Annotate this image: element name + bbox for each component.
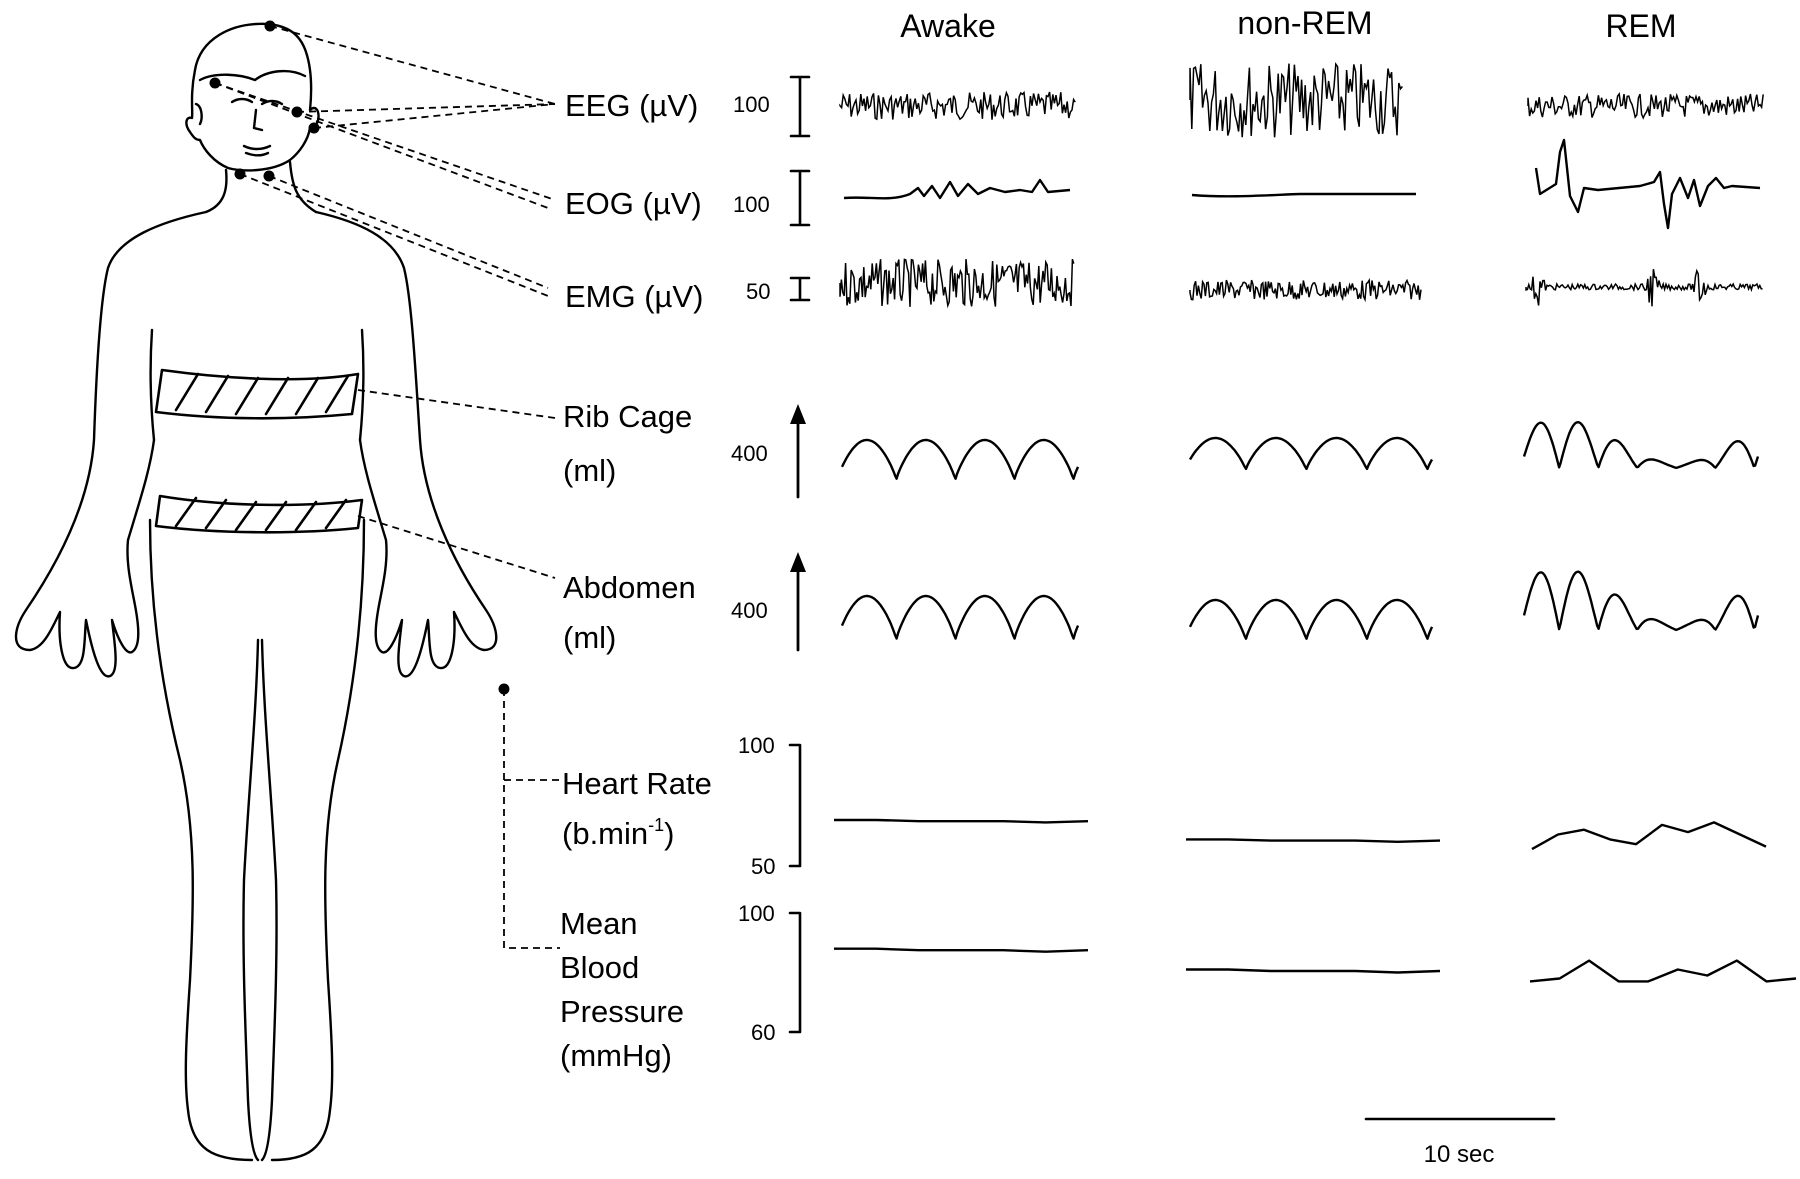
time-scale-bar: 10 sec: [1364, 1117, 1556, 1168]
label-emg: EMG (µV): [565, 279, 703, 314]
trace-emg-awake: [839, 258, 1075, 309]
axis-heart-rate: 100 50: [738, 733, 802, 879]
trace-ribcage-awake: [840, 438, 1080, 480]
scale-eog: 100: [733, 169, 811, 227]
trace-blood-pressure-rem: [1529, 959, 1797, 983]
label-heart-rate-unit: (b.min-1): [562, 815, 674, 851]
scale-abd-value: 400: [731, 598, 768, 623]
leader-lines: [214, 25, 562, 949]
trace-blood-pressure-non-rem: [1186, 968, 1441, 974]
scale-rib-value: 400: [731, 441, 768, 466]
trace-heart-rate-rem: [1531, 821, 1767, 851]
trace-abdomen-rem: [1522, 570, 1760, 632]
label-abdomen: Abdomen: [563, 570, 696, 605]
label-heart-rate: Heart Rate: [562, 766, 712, 801]
trace-abdomen-awake: [840, 594, 1080, 640]
signal-traces: [834, 61, 1797, 983]
axis-bp-top: 100: [738, 901, 775, 926]
abdomen-band-icon: [154, 494, 364, 534]
label-rib-cage-unit: (ml): [563, 453, 616, 488]
label-mean: Mean: [560, 906, 638, 941]
scale-emg: 50: [746, 276, 811, 304]
trace-eog-awake: [843, 178, 1071, 200]
time-scale-label: 10 sec: [1424, 1141, 1495, 1168]
trace-eog-non-rem: [1191, 192, 1416, 198]
column-header-non-rem: non-REM: [1237, 5, 1372, 41]
scale-eeg-value: 100: [733, 92, 770, 117]
axis-hr-bottom: 50: [751, 854, 775, 879]
trace-eog-rem: [1534, 138, 1761, 230]
label-eog: EOG (µV): [565, 186, 702, 221]
chest-band-icon: [154, 368, 360, 420]
label-pressure: Pressure: [560, 994, 684, 1029]
trace-heart-rate-awake: [834, 818, 1089, 824]
label-blood: Blood: [560, 950, 639, 985]
trace-blood-pressure-awake: [834, 947, 1089, 953]
axis-hr-top: 100: [738, 733, 775, 758]
scale-eog-value: 100: [733, 192, 770, 217]
trace-abdomen-non-rem: [1188, 598, 1434, 640]
trace-eeg-awake: [839, 90, 1076, 121]
trace-emg-non-rem: [1189, 278, 1422, 303]
axis-blood-pressure: 100 60: [738, 901, 802, 1045]
label-rib-cage: Rib Cage: [563, 399, 692, 434]
label-mmhg: (mmHg): [560, 1038, 672, 1073]
trace-eeg-non-rem: [1189, 61, 1403, 138]
trace-heart-rate-non-rem: [1186, 838, 1441, 843]
column-header-awake: Awake: [900, 8, 995, 44]
axis-bp-bottom: 60: [751, 1020, 775, 1045]
trace-eeg-rem: [1527, 92, 1764, 120]
column-header-rem: REM: [1605, 8, 1676, 44]
scale-rib-cage: 400: [731, 404, 806, 499]
label-abdomen-unit: (ml): [563, 620, 616, 655]
scale-eeg: 100: [733, 75, 811, 138]
trace-ribcage-rem: [1522, 421, 1760, 470]
scale-abdomen: 400: [731, 552, 806, 652]
scale-emg-value: 50: [746, 279, 770, 304]
trace-ribcage-non-rem: [1188, 436, 1434, 471]
human-body-outline-icon: [14, 22, 498, 1162]
label-eeg: EEG (µV): [565, 88, 698, 123]
trace-emg-rem: [1525, 268, 1763, 307]
